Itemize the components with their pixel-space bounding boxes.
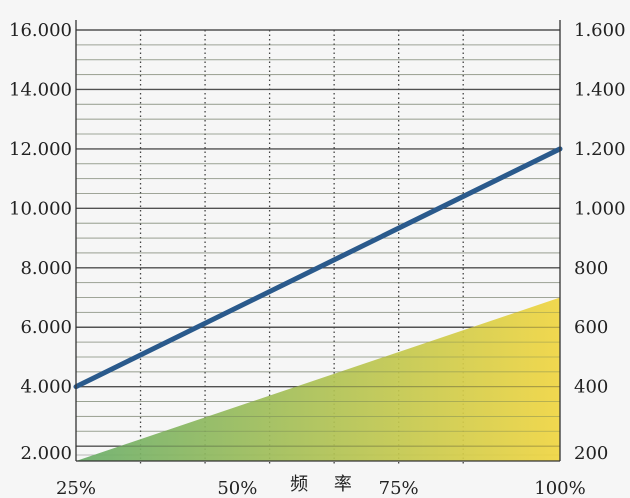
y-right-tick-label: 1.400	[574, 79, 626, 100]
line-series	[73, 146, 563, 390]
y-right-tick-label: 1.200	[574, 139, 626, 160]
tick-labels: 2.000 4.000 6.000 8.000 10.000 12.000 14.000 16…	[9, 20, 626, 498]
y-right-tick-label: 1.600	[574, 20, 626, 41]
y-right-tick-label: 400	[574, 377, 608, 398]
y-right-tick-label: 600	[574, 317, 608, 338]
y-right-tick-label: 200	[574, 443, 608, 464]
y-right-tick-label: 800	[574, 258, 608, 279]
y-left-tick-label: 16.000	[9, 20, 72, 41]
y-left-tick-label: 10.000	[9, 198, 72, 219]
x-tick-label: 100%	[534, 478, 585, 498]
area-series	[76, 297, 560, 461]
y-right-tick-label: 1.000	[574, 198, 626, 219]
y-left-tick-label: 2.000	[20, 443, 72, 464]
area-series-layer	[76, 29, 560, 461]
x-axis-label: 频 率	[290, 474, 362, 495]
x-tick-label: 75%	[379, 478, 419, 498]
x-tick-label: 25%	[56, 478, 96, 498]
x-tick-label: 50%	[217, 478, 257, 498]
y-left-tick-label: 6.000	[20, 317, 72, 338]
y-left-tick-label: 8.000	[20, 258, 72, 279]
y-left-tick-label: 12.000	[9, 139, 72, 160]
y-left-tick-label: 4.000	[20, 377, 72, 398]
axes	[75, 20, 561, 462]
line-series-layer	[73, 146, 563, 390]
y-left-tick-label: 14.000	[9, 79, 72, 100]
